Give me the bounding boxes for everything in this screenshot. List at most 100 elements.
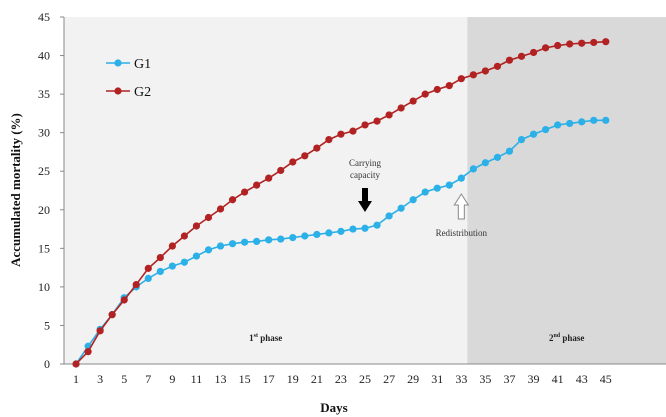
- data-point-g2: [385, 111, 393, 119]
- data-point-g2: [421, 90, 429, 98]
- data-point-g2: [192, 222, 201, 230]
- data-point-g1: [253, 237, 261, 245]
- data-point-g2: [409, 97, 417, 105]
- data-point-g1: [192, 252, 201, 260]
- x-tick-label: 37: [503, 372, 515, 386]
- legend-label-g2: G2: [134, 85, 151, 100]
- data-point-g1: [457, 174, 465, 182]
- data-point-g2: [72, 360, 80, 368]
- x-tick-label: 19: [287, 372, 299, 386]
- x-tick-label: 27: [383, 372, 395, 386]
- x-tick-label: 25: [359, 372, 371, 386]
- data-point-g2: [505, 56, 514, 64]
- phase-backgrounds: [64, 17, 666, 364]
- series-layer: [72, 38, 610, 368]
- data-point-g2: [542, 44, 550, 52]
- data-point-g2: [397, 104, 405, 112]
- x-tick-label: 33: [455, 372, 467, 386]
- x-tick-label: 41: [552, 372, 564, 386]
- data-point-g1: [241, 238, 249, 246]
- data-point-g1: [481, 159, 489, 167]
- x-tick-label: 5: [121, 372, 127, 386]
- data-point-g2: [529, 48, 538, 57]
- x-tick-label: 45: [600, 372, 612, 386]
- data-point-g2: [132, 280, 140, 289]
- data-point-g1: [578, 118, 586, 126]
- data-point-g1: [228, 240, 237, 248]
- data-point-g2: [590, 38, 598, 47]
- data-point-g1: [529, 130, 538, 138]
- y-tick-label: 25: [38, 164, 50, 178]
- data-point-g1: [349, 225, 357, 233]
- data-point-g2: [156, 253, 164, 262]
- data-point-g1: [180, 258, 188, 266]
- data-point-g1: [590, 116, 598, 124]
- y-tick-label: 35: [38, 87, 50, 101]
- data-point-g1: [517, 136, 526, 144]
- data-point-g1: [542, 125, 550, 134]
- phase-band-1: [64, 17, 468, 364]
- data-point-g2: [277, 166, 285, 175]
- data-point-g2: [433, 85, 441, 94]
- data-point-g1: [602, 116, 610, 124]
- x-tick-label: 3: [97, 372, 103, 386]
- phase-label-2: 2nd phase: [549, 333, 584, 343]
- data-point-g2: [120, 296, 128, 304]
- data-point-g2: [265, 174, 273, 182]
- data-point-g1: [337, 227, 345, 235]
- data-point-g1: [265, 236, 273, 244]
- y-tick-label: 0: [44, 357, 50, 371]
- y-tick-label: 5: [44, 318, 50, 332]
- x-tick-label: 1: [73, 372, 79, 386]
- data-point-g2: [445, 82, 453, 90]
- data-point-g2: [337, 130, 345, 138]
- data-point-g2: [241, 188, 249, 196]
- data-point-g2: [180, 232, 188, 240]
- data-point-g2: [168, 242, 176, 250]
- data-point-g2: [325, 136, 333, 144]
- data-point-g2: [361, 121, 369, 129]
- data-point-g2: [373, 117, 381, 125]
- x-axis-title: Days: [320, 400, 347, 415]
- data-point-g1: [397, 204, 405, 212]
- data-point-g1: [277, 235, 285, 243]
- data-point-g1: [144, 274, 152, 283]
- data-point-g1: [373, 221, 381, 229]
- x-tick-label: 9: [169, 372, 175, 386]
- data-point-g1: [313, 230, 321, 239]
- legend-marker-g2: [114, 87, 122, 95]
- phase-label-1: 1st phase: [249, 333, 282, 343]
- data-point-g1: [493, 153, 502, 161]
- data-point-g2: [144, 264, 152, 272]
- phase-labels: 1st phase 2nd phase: [249, 333, 584, 343]
- x-tick-label: 39: [528, 372, 540, 386]
- data-point-g2: [228, 196, 237, 204]
- data-point-g1: [204, 246, 213, 254]
- data-point-g1: [433, 184, 441, 192]
- data-point-g2: [289, 158, 297, 166]
- data-point-g2: [108, 311, 116, 319]
- data-point-g2: [469, 71, 477, 79]
- data-point-g1: [469, 165, 477, 173]
- data-point-g1: [289, 233, 297, 242]
- y-tick-label: 45: [38, 10, 50, 24]
- data-point-g2: [493, 62, 502, 70]
- x-tick-label: 17: [263, 372, 275, 386]
- legend: G1 G2: [106, 57, 151, 100]
- data-point-g2: [566, 40, 574, 48]
- annotation-text: Redistribution: [436, 228, 488, 238]
- data-point-g2: [204, 213, 213, 222]
- x-tick-label: 31: [431, 372, 443, 386]
- annotation-text: capacity: [350, 170, 380, 180]
- x-tick-label: 23: [335, 372, 347, 386]
- x-tick-label: 43: [576, 372, 588, 386]
- data-point-g2: [84, 348, 92, 356]
- y-axis-title: Accumulated mortality (%): [8, 113, 23, 267]
- x-tick-label: 13: [215, 372, 227, 386]
- legend-marker-g1: [114, 59, 122, 67]
- data-point-g2: [349, 127, 357, 135]
- data-point-g2: [216, 205, 225, 213]
- x-tick-label: 15: [239, 372, 251, 386]
- annotations: Carrying capacity Redistribution: [349, 158, 488, 238]
